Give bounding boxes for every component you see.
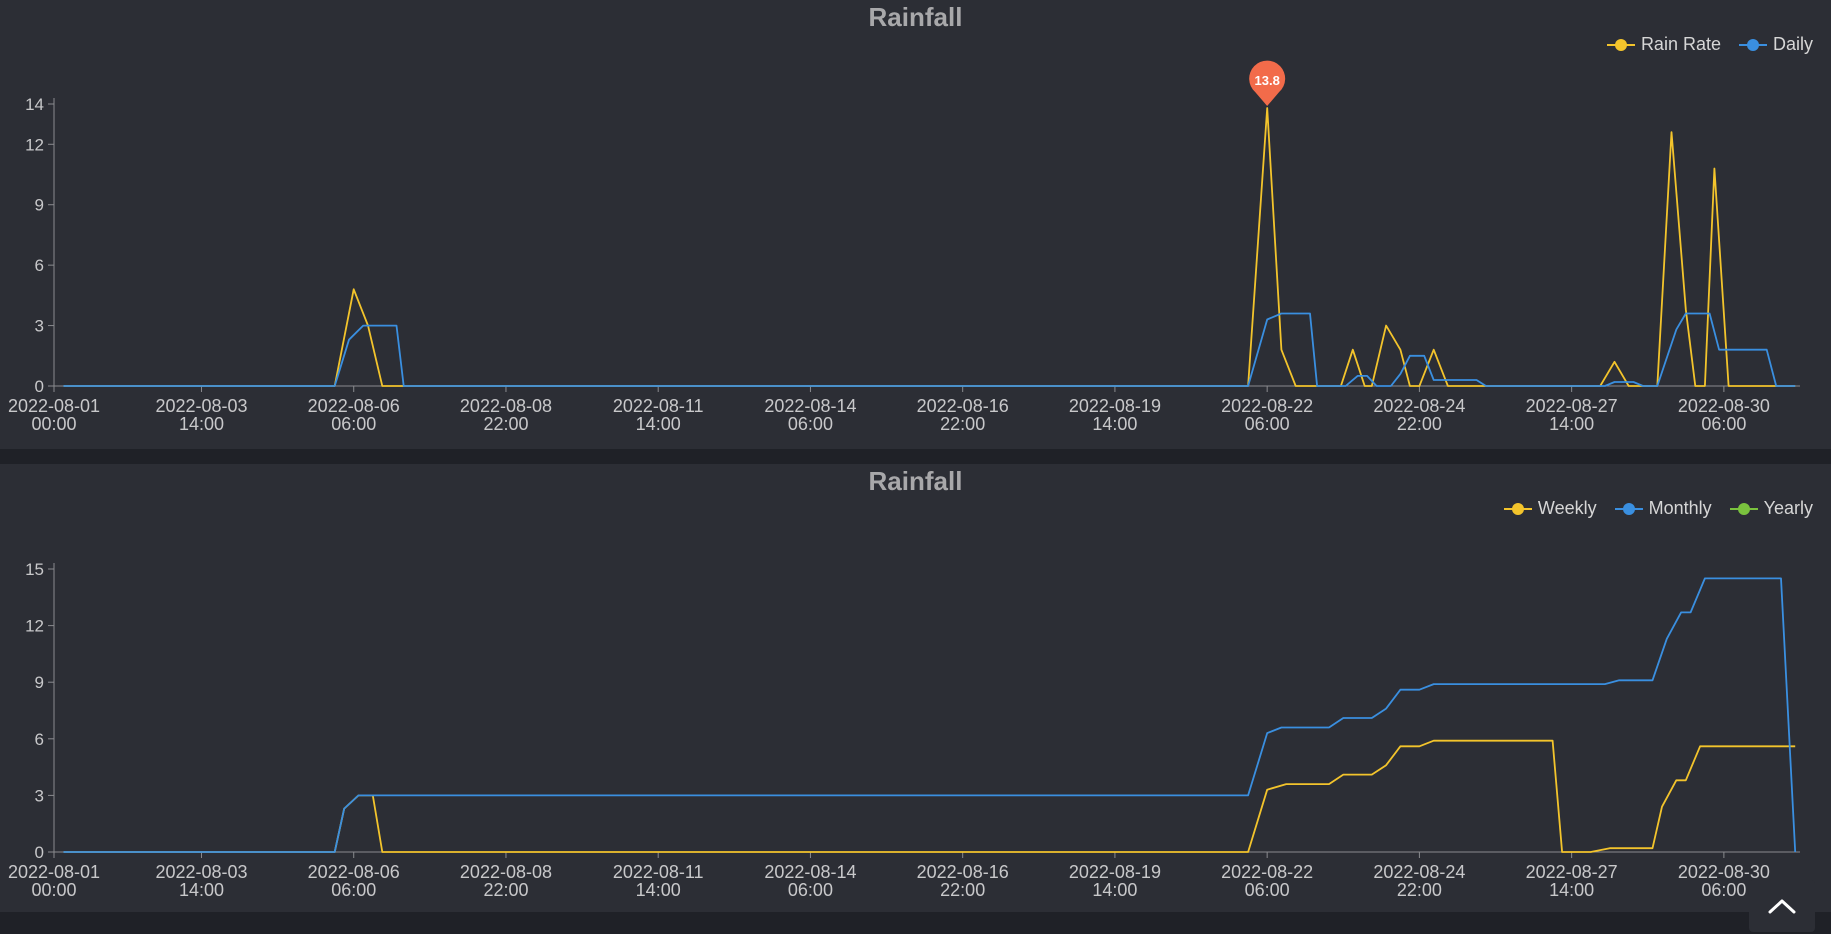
- legend-swatch-icon: [1738, 38, 1767, 52]
- x-tick-label-date: 2022-08-08: [460, 862, 552, 882]
- x-tick-label-time: 22:00: [483, 414, 528, 434]
- x-tick-label-time: 14:00: [1549, 880, 1594, 900]
- x-tick-label-time: 14:00: [1549, 414, 1594, 434]
- legend-label: Rain Rate: [1640, 34, 1721, 54]
- x-tick-label-date: 2022-08-24: [1373, 862, 1465, 882]
- x-tick-label-time: 06:00: [788, 880, 833, 900]
- x-tick-label-time: 14:00: [1092, 880, 1137, 900]
- x-tick-label-time: 14:00: [636, 414, 681, 434]
- y-tick-label: 12: [25, 135, 44, 154]
- series-line: [63, 739, 1796, 853]
- rainfall-accumulated-chart: 036912152022-08-0100:002022-08-0314:0020…: [8, 560, 1800, 900]
- x-tick-label-date: 2022-08-06: [308, 396, 400, 416]
- x-tick-label-time: 00:00: [31, 414, 76, 434]
- legend-item-daily[interactable]: Daily: [1738, 34, 1813, 55]
- legend-swatch-icon: [1729, 502, 1758, 516]
- x-tick-label-time: 22:00: [483, 880, 528, 900]
- legend-swatch-icon: [1606, 38, 1635, 52]
- series-monthly: [63, 577, 1797, 853]
- markpoint-label: 13.8: [1255, 73, 1280, 88]
- x-tick-label-time: 22:00: [1397, 880, 1442, 900]
- chart-title: Rainfall: [868, 466, 963, 496]
- x-tick-label-time: 06:00: [1701, 880, 1746, 900]
- x-tick-label-time: 06:00: [1701, 414, 1746, 434]
- x-tick-label-date: 2022-08-01: [8, 862, 100, 882]
- rainfall-rate-chart: 036912142022-08-0100:002022-08-0314:0020…: [8, 60, 1800, 434]
- x-tick-label-date: 2022-08-14: [764, 862, 856, 882]
- legend-label: Monthly: [1648, 498, 1712, 518]
- legend-item-monthly[interactable]: Monthly: [1614, 498, 1712, 519]
- x-tick-label-date: 2022-08-24: [1373, 396, 1465, 416]
- x-tick-label-date: 2022-08-11: [613, 862, 704, 882]
- markpoint-shape: [1249, 60, 1286, 107]
- x-tick-label-date: 2022-08-19: [1069, 862, 1161, 882]
- scroll-to-top-button[interactable]: [1749, 880, 1815, 932]
- x-tick-label-time: 06:00: [1245, 414, 1290, 434]
- series-rain-rate: [63, 107, 1796, 387]
- legend-item-weekly[interactable]: Weekly: [1503, 498, 1597, 519]
- x-tick-label-time: 14:00: [179, 880, 224, 900]
- legend-swatch-icon: [1503, 502, 1532, 516]
- x-tick-label-date: 2022-08-16: [917, 862, 1009, 882]
- series-daily: [63, 312, 1796, 387]
- y-tick-label: 14: [25, 95, 44, 114]
- chevron-up-icon: [1768, 899, 1796, 914]
- x-tick-label-time: 06:00: [788, 414, 833, 434]
- legend-item-rain-rate[interactable]: Rain Rate: [1606, 34, 1721, 55]
- x-tick-label-date: 2022-08-08: [460, 396, 552, 416]
- x-tick-label-date: 2022-08-03: [155, 396, 247, 416]
- x-tick-label-time: 06:00: [331, 414, 376, 434]
- series-line: [63, 312, 1796, 387]
- legend-label: Daily: [1772, 34, 1813, 54]
- x-tick-label-date: 2022-08-06: [308, 862, 400, 882]
- x-tick-label-date: 2022-08-22: [1221, 396, 1313, 416]
- x-tick-label-date: 2022-08-03: [155, 862, 247, 882]
- chart-legend: Rain Rate Daily: [1606, 34, 1813, 55]
- legend-item-yearly[interactable]: Yearly: [1729, 498, 1813, 519]
- x-tick-label-date: 2022-08-27: [1526, 396, 1618, 416]
- y-tick-label: 0: [35, 377, 44, 396]
- x-tick-label-date: 2022-08-11: [613, 396, 704, 416]
- chart-legend: Weekly Monthly Yearly: [1503, 498, 1813, 519]
- x-tick-label-date: 2022-08-30: [1678, 862, 1770, 882]
- x-tick-label-date: 2022-08-14: [764, 396, 856, 416]
- x-tick-label-date: 2022-08-16: [917, 396, 1009, 416]
- x-tick-label-date: 2022-08-30: [1678, 396, 1770, 416]
- y-tick-label: 3: [35, 317, 44, 336]
- x-tick-label-date: 2022-08-22: [1221, 862, 1313, 882]
- x-tick-label-time: 22:00: [940, 414, 985, 434]
- y-tick-label: 15: [25, 560, 44, 579]
- x-tick-label-time: 22:00: [1397, 414, 1442, 434]
- legend-label: Yearly: [1763, 498, 1813, 518]
- x-tick-label-time: 00:00: [31, 880, 76, 900]
- x-tick-label-time: 22:00: [940, 880, 985, 900]
- y-tick-label: 12: [25, 617, 44, 636]
- x-tick-label-date: 2022-08-01: [8, 396, 100, 416]
- series-line: [63, 577, 1797, 853]
- y-tick-label: 6: [35, 256, 44, 275]
- x-tick-label-time: 14:00: [179, 414, 224, 434]
- chart-title: Rainfall: [868, 2, 963, 32]
- y-tick-label: 3: [35, 786, 44, 805]
- rainfall-accumulated-chart-panel: Rainfall Weekly Monthly Yearly 0 3 6 9 12 15 2…: [0, 464, 1831, 912]
- legend-label: Weekly: [1537, 498, 1597, 518]
- x-tick-label-date: 2022-08-19: [1069, 396, 1161, 416]
- x-tick-label-time: 06:00: [1245, 880, 1290, 900]
- legend-swatch-icon: [1614, 502, 1643, 516]
- series-weekly: [63, 739, 1796, 853]
- y-tick-label: 9: [35, 196, 44, 215]
- x-tick-label-time: 14:00: [1092, 414, 1137, 434]
- x-tick-label-time: 14:00: [636, 880, 681, 900]
- y-tick-label: 0: [35, 843, 44, 862]
- rainfall-rate-chart-panel: Rainfall Rain Rate Daily 0 3 6 9 12 14 2022-08…: [0, 0, 1831, 449]
- y-tick-label: 9: [35, 673, 44, 692]
- x-tick-label-date: 2022-08-27: [1526, 862, 1618, 882]
- y-tick-label: 6: [35, 730, 44, 749]
- x-tick-label-time: 06:00: [331, 880, 376, 900]
- series-line: [63, 107, 1796, 387]
- markpoint-pin: 13.8: [1249, 60, 1286, 107]
